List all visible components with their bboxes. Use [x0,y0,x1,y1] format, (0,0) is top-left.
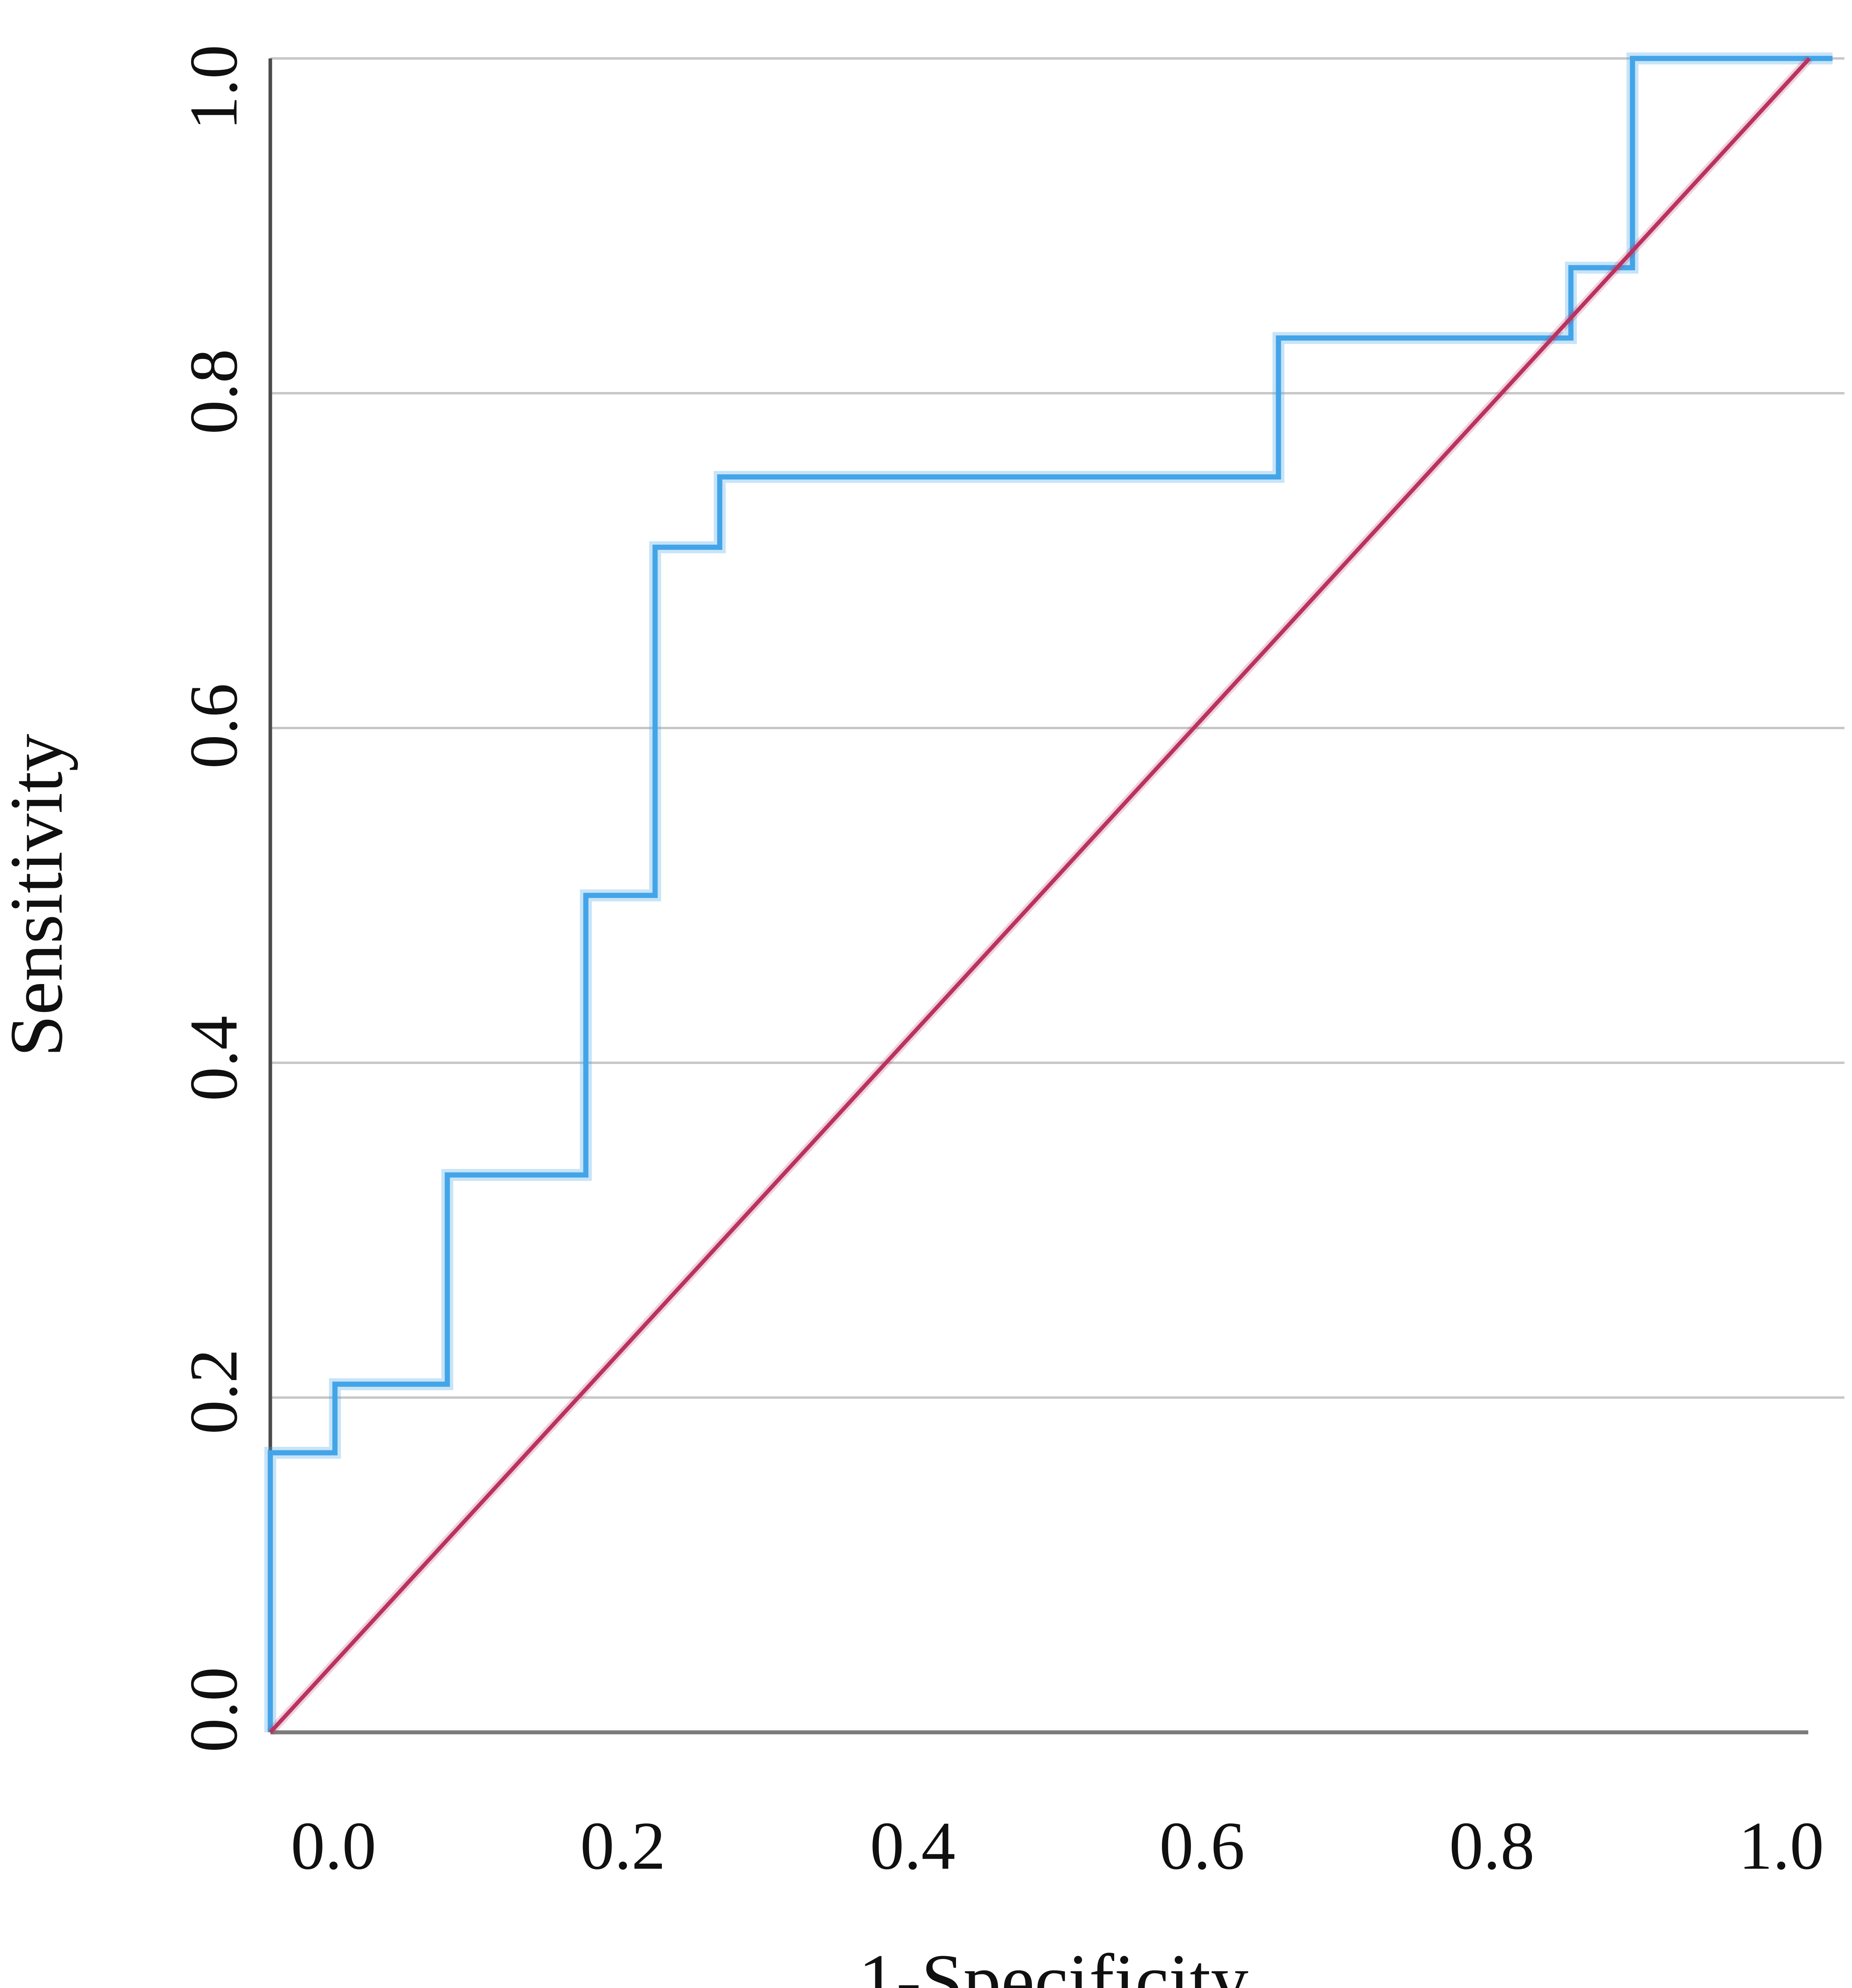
gridlines-group [270,57,1844,1399]
x-tick-label-0.4: 0.4 [870,1808,956,1884]
x-tick-label-0.0: 0.0 [291,1808,376,1884]
roc-curve-line [268,56,1833,1732]
x-tick-label-0.6: 0.6 [1160,1808,1245,1884]
y-tick-labels-group: 0.0 0.2 0.4 0.6 0.8 1.0 [176,45,252,1753]
diagonal-reference-line [269,57,1811,1734]
y-axis-title: Sensitivity [0,734,78,1057]
y-tick-label-0.6: 0.6 [176,683,252,769]
x-tick-labels-group: 0.0 0.2 0.4 0.6 0.8 1.0 [291,1808,1824,1884]
y-tick-label-0.8: 0.8 [176,349,252,435]
x-tick-label-0.2: 0.2 [580,1808,666,1884]
series-group [264,52,1833,1736]
x-tick-label-0.8: 0.8 [1449,1808,1535,1884]
y-tick-label-0.0: 0.0 [176,1667,252,1753]
y-tick-label-0.2: 0.2 [176,1349,252,1435]
y-tick-label-1.0: 1.0 [176,45,252,130]
y-tick-label-0.4: 0.4 [176,1016,252,1101]
x-tick-label-1.0: 1.0 [1739,1808,1824,1884]
x-axis-title: 1-Specificity [858,1939,1248,1988]
